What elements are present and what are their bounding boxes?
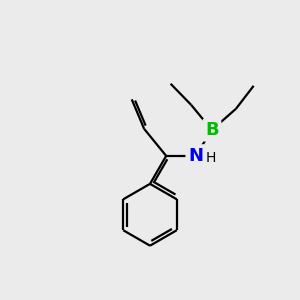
Text: N: N <box>188 147 203 165</box>
Text: B: B <box>205 121 219 139</box>
Text: H: H <box>206 151 216 165</box>
